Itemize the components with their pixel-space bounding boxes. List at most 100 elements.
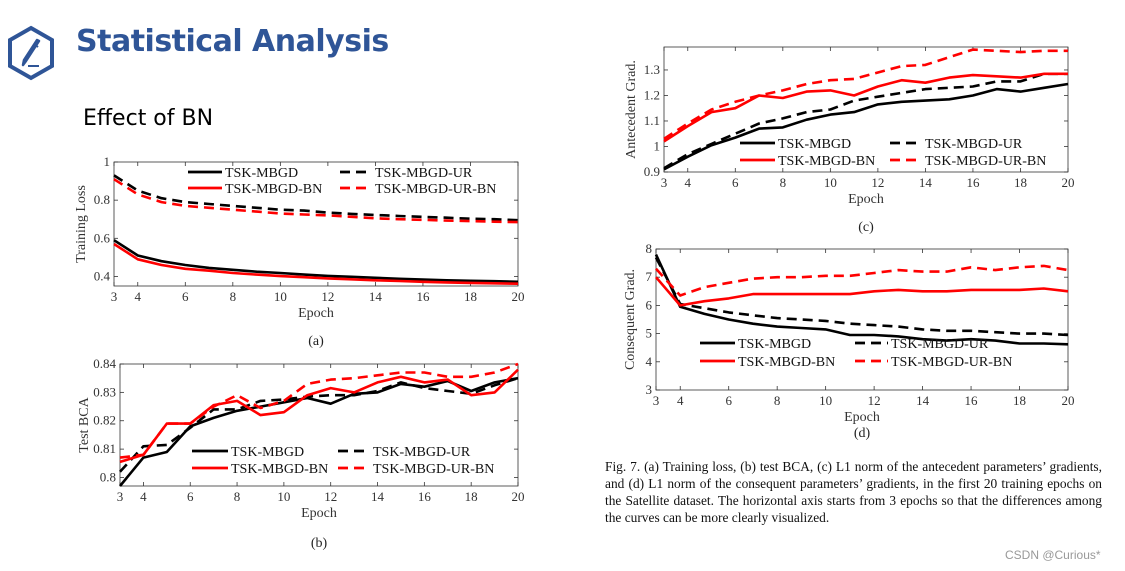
chart-a: 3 4 6 8 10 12 14 16 18 20 0.4 0.6 0.8 1 Epoch Training … [74, 154, 525, 349]
legend-label: TSK-MBGD [738, 337, 811, 352]
series-line-tsk-mbgd-ur-bn [119, 362, 519, 459]
y-tick-label: 0.6 [94, 230, 111, 245]
x-tick-label: 10 [819, 393, 832, 408]
x-tick-label: 12 [321, 289, 334, 304]
y-tick-label: 3 [646, 382, 653, 397]
x-tick-label: 6 [182, 289, 189, 304]
x-tick-label: 16 [965, 393, 979, 408]
y-tick-label: 0.83 [93, 384, 116, 399]
legend-label: TSK-MBGD-BN [738, 355, 835, 370]
x-tick-label: 10 [824, 175, 837, 190]
series-line-tsk-mbgd-ur [119, 376, 519, 473]
x-tick-label: 3 [117, 489, 124, 504]
y-tick-label: 4 [646, 354, 653, 369]
x-tick-label: 18 [1013, 393, 1026, 408]
x-tick-label: 20 [512, 289, 525, 304]
x-axis-label: Epoch [301, 506, 337, 521]
y-tick-label: 0.4 [94, 268, 111, 283]
x-tick-label: 10 [274, 289, 287, 304]
series-line-tsk-mbgd-ur-bn [663, 48, 1068, 140]
x-tick-label: 20 [512, 489, 525, 504]
chart-b: 3 4 6 8 10 12 14 16 18 20 0.8 0.81 0.82 0.83 0.84 Epoch… [77, 356, 525, 551]
y-tick-label: 1 [654, 138, 661, 153]
x-tick-label: 18 [1014, 175, 1027, 190]
y-tick-label: 1.3 [644, 62, 660, 77]
legend-label: TSK-MBGD-UR [891, 337, 989, 352]
y-tick-label: 1.1 [644, 113, 660, 128]
legend-label: TSK-MBGD-BN [225, 182, 322, 197]
x-tick-label: 18 [465, 489, 478, 504]
series-line-tsk-mbgd-ur-bn [113, 178, 519, 224]
x-tick-label: 14 [919, 175, 933, 190]
y-tick-label: 1 [104, 154, 111, 169]
x-tick-label: 3 [661, 175, 668, 190]
panel-label: (a) [308, 334, 324, 349]
legend-label: TSK-MBGD [225, 166, 298, 181]
watermark: CSDN @Curious* [1005, 548, 1101, 562]
legend-label: TSK-MBGD-UR [373, 445, 471, 460]
x-tick-label: 4 [135, 289, 142, 304]
x-tick-label: 14 [916, 393, 930, 408]
section-subtitle: Effect of BN [83, 106, 214, 131]
y-axis-label: Training Loss [74, 185, 89, 263]
plot-frame [663, 46, 1069, 173]
legend-label: TSK-MBGD-UR [375, 166, 473, 181]
x-tick-label: 6 [187, 489, 194, 504]
chart-d: 3 4 6 8 10 12 14 16 18 20 3 4 5 6 7 8 Epoch Consequent Gr… [623, 241, 1075, 441]
legend-label: TSK-MBGD [778, 137, 851, 152]
y-tick-label: 7 [646, 269, 653, 284]
legend-label: TSK-MBGD-UR-BN [891, 355, 1012, 370]
y-tick-label: 1.2 [644, 87, 660, 102]
series-line-tsk-mbgd-ur-bn [655, 264, 1069, 297]
legend-label: TSK-MBGD-UR-BN [375, 182, 496, 197]
x-tick-label: 4 [677, 393, 684, 408]
x-axis-label: Epoch [848, 192, 884, 207]
plot-frame [655, 248, 1069, 391]
y-tick-label: 0.8 [94, 192, 110, 207]
series-line-tsk-mbgd [113, 239, 519, 284]
x-tick-label: 12 [871, 175, 884, 190]
pencil-hexagon-icon [8, 25, 54, 81]
panel-label: (c) [858, 220, 874, 235]
x-tick-label: 16 [966, 175, 980, 190]
legend-label: TSK-MBGD-UR [925, 137, 1023, 152]
chart-c: 3 4 6 8 10 12 14 16 18 20 0.9 1 1.1 1.2 1.3 Epoch Antece… [624, 46, 1075, 235]
panel-label: (d) [854, 426, 871, 441]
x-tick-label: 12 [324, 489, 337, 504]
x-tick-label: 16 [416, 289, 430, 304]
y-tick-label: 0.8 [100, 469, 116, 484]
y-tick-label: 0.9 [644, 164, 660, 179]
series-line-tsk-mbgd-bn [663, 72, 1068, 143]
legend-label: TSK-MBGD-BN [231, 462, 328, 477]
x-tick-label: 14 [371, 489, 385, 504]
series-line-tsk-mbgd-ur [663, 72, 1068, 170]
page-title: Statistical Analysis [76, 24, 389, 59]
x-tick-label: 18 [464, 289, 477, 304]
y-tick-label: 6 [646, 297, 653, 312]
y-axis-label: Consequent Grad. [623, 269, 638, 370]
x-tick-label: 10 [277, 489, 290, 504]
x-axis-label: Epoch [298, 306, 334, 321]
figure-caption: Fig. 7. (a) Training loss, (b) test BCA,… [605, 459, 1102, 525]
x-tick-label: 14 [369, 289, 383, 304]
x-tick-label: 8 [234, 489, 241, 504]
x-tick-label: 3 [653, 393, 660, 408]
y-axis-label: Antecedent Grad. [624, 60, 639, 159]
series-line-tsk-mbgd [654, 254, 1069, 346]
legend-label: TSK-MBGD-UR-BN [925, 154, 1046, 169]
series-line-tsk-mbgd-ur [113, 174, 519, 222]
y-tick-label: 8 [646, 241, 653, 256]
series-line-tsk-mbgd-bn [655, 276, 1069, 307]
x-tick-label: 16 [418, 489, 432, 504]
y-tick-label: 0.81 [93, 441, 116, 456]
x-tick-label: 20 [1062, 393, 1075, 408]
series-line-tsk-mbgd-bn [113, 242, 519, 285]
x-tick-label: 12 [868, 393, 881, 408]
x-tick-label: 8 [780, 175, 787, 190]
y-tick-label: 0.84 [93, 356, 116, 371]
legend-label: TSK-MBGD-BN [778, 154, 875, 169]
y-tick-label: 5 [646, 326, 653, 341]
plot-frame [119, 363, 519, 487]
x-tick-label: 8 [774, 393, 781, 408]
